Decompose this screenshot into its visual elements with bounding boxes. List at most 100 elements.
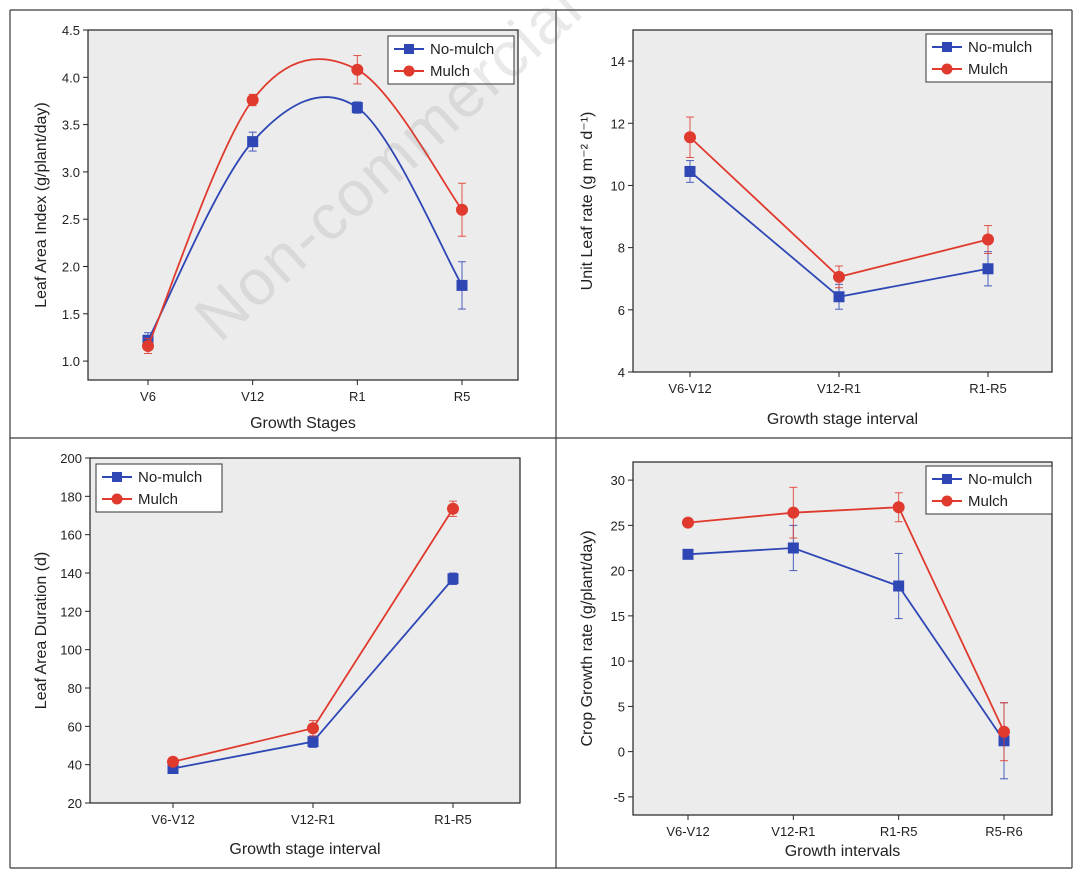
chart-panel-1: 1.0 1.5 2.0 2.5 3.0 3.5 4.0 4.5 V6 V12 R1 R5 Growth …	[33, 23, 519, 432]
x-tick-label: R1-R5	[880, 824, 918, 839]
legend-label: Mulch	[138, 491, 178, 508]
x-axis-title: Growth stage interval	[229, 841, 380, 858]
data-point-square	[682, 548, 694, 560]
y-tick-label: 180	[60, 489, 82, 504]
legend-label: Mulch	[968, 493, 1008, 510]
legend-marker-circle	[941, 495, 953, 507]
plot-area	[632, 461, 1053, 816]
legend-marker-circle	[111, 493, 123, 505]
data-point-circle	[892, 501, 905, 514]
legend: No-mulch Mulch	[925, 33, 1053, 83]
y-axis-title: Unit Leaf rate (g m⁻² d⁻¹)	[579, 112, 596, 291]
chart-panels: 1.0 1.5 2.0 2.5 3.0 3.5 4.0 4.5 V6 V12 R1 R5 Growth …	[33, 23, 1053, 860]
y-tick-label: 10	[611, 178, 625, 193]
data-point-circle	[982, 233, 994, 246]
x-tick-label: V12-R1	[771, 824, 815, 839]
y-tick-label: -5	[613, 790, 625, 805]
y-tick-label: 4.0	[62, 70, 80, 85]
y-tick-label: 30	[611, 473, 625, 488]
x-tick-label: V6	[140, 389, 156, 404]
series-line-no-mulch	[687, 547, 1005, 742]
y-tick-label: 160	[60, 528, 82, 543]
y-axis-title: Crop Growth rate (g/plant/day)	[579, 530, 596, 746]
y-tick-label: 1.0	[62, 354, 80, 369]
x-axis-title: Growth Stages	[250, 415, 356, 432]
x-tick-label: R1	[349, 389, 366, 404]
legend-label: No-mulch	[430, 41, 494, 58]
y-tick-label: 25	[611, 518, 625, 533]
y-tick-label: 0	[618, 745, 625, 760]
chart-panel-3: 20 40 60 80 100 120 140 160 180 200 V6-V12 V12-R1 R1…	[33, 451, 521, 858]
legend-marker-circle	[403, 65, 415, 77]
y-tick-label: 10	[611, 654, 625, 669]
data-point-square	[787, 542, 799, 554]
y-tick-label: 2.5	[62, 212, 80, 227]
legend-marker-square	[404, 44, 414, 54]
data-point-circle	[787, 506, 800, 519]
y-axis-title: Leaf Area Index (g/plant/day)	[33, 102, 50, 307]
data-point-circle	[833, 270, 845, 283]
y-tick-label: 1.5	[62, 307, 80, 322]
y-tick-label: 12	[611, 116, 625, 131]
legend-label: No-mulch	[968, 471, 1032, 488]
data-point-circle	[142, 339, 154, 352]
y-tick-label: 14	[611, 54, 625, 69]
legend: No-mulch Mulch	[95, 463, 223, 513]
chart-panel-2: 4 6 8 10 12 14 V6-V12 V12-R1 R1-R5 Growth stage i…	[579, 29, 1053, 428]
x-tick-label: R1-R5	[434, 812, 472, 827]
x-tick-label: R1-R5	[969, 381, 1007, 396]
x-axis-title: Growth stage interval	[767, 411, 918, 428]
plot-area	[632, 29, 1053, 373]
data-point-circle	[246, 94, 259, 106]
y-tick-label: 20	[68, 796, 82, 811]
y-tick-label: 5	[618, 699, 625, 714]
legend-label: Mulch	[968, 61, 1008, 78]
y-tick-label: 100	[60, 643, 82, 658]
data-point-circle	[167, 755, 179, 768]
data-point-square	[982, 263, 994, 275]
x-tick-label: V12-R1	[817, 381, 861, 396]
y-tick-label: 15	[611, 609, 625, 624]
y-tick-label: 120	[60, 604, 82, 619]
data-point-circle	[351, 63, 364, 76]
data-point-circle	[682, 516, 694, 529]
x-tick-label: V6-V12	[666, 824, 709, 839]
x-tick-label: V12	[241, 389, 264, 404]
data-point-circle	[684, 131, 696, 144]
data-point-circle	[998, 725, 1010, 738]
legend-label: Mulch	[430, 63, 470, 80]
legend: No-mulch Mulch	[387, 35, 515, 85]
y-axis-title: Leaf Area Duration (d)	[33, 552, 50, 709]
y-tick-label: 140	[60, 566, 82, 581]
legend-marker-square	[942, 42, 952, 52]
data-point-square	[351, 102, 363, 114]
y-tick-label: 2.0	[62, 259, 80, 274]
x-tick-label: V6-V12	[668, 381, 711, 396]
data-point-square	[447, 573, 459, 585]
y-tick-label: 60	[68, 719, 82, 734]
data-point-circle	[447, 502, 459, 515]
data-point-circle	[307, 722, 319, 735]
series-line-no-mulch	[147, 96, 463, 341]
y-tick-label: 3.0	[62, 165, 80, 180]
x-tick-label: V6-V12	[151, 812, 194, 827]
legend-label: No-mulch	[138, 469, 202, 486]
chart-panel-4: -5 0 5 10 15 20 25 30 V6-V12 V12-R1 R1-R5 R5-R6 Grow…	[579, 461, 1053, 860]
data-point-square	[456, 279, 468, 291]
y-tick-label: 6	[618, 303, 625, 318]
legend-label: No-mulch	[968, 39, 1032, 56]
data-point-square	[167, 763, 179, 774]
y-tick-label: 200	[60, 451, 82, 466]
series-line-mulch	[147, 58, 463, 347]
x-tick-label: R5	[454, 389, 471, 404]
y-tick-label: 40	[68, 758, 82, 773]
data-point-square	[833, 291, 845, 303]
y-tick-label: 8	[618, 241, 625, 256]
series-line-mulch	[687, 506, 1005, 733]
y-tick-label: 4	[618, 365, 625, 380]
legend: No-mulch Mulch	[925, 465, 1053, 515]
legend-marker-square	[112, 472, 122, 482]
data-point-square	[893, 580, 905, 592]
data-point-circle	[456, 203, 468, 216]
